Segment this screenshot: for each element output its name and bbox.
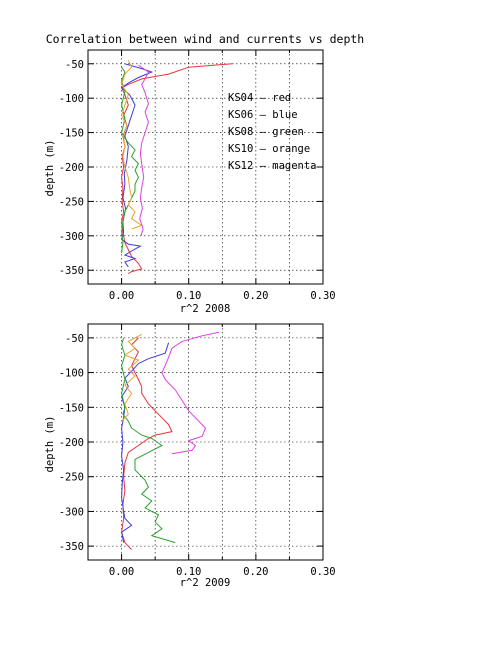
y-axis-label-bottom: depth (m) — [44, 416, 56, 473]
y-tick-label: -100 — [59, 93, 84, 105]
y-tick-label: -300 — [59, 506, 84, 518]
y-tick-label: -200 — [59, 437, 84, 449]
y-tick-label: -250 — [59, 196, 84, 208]
x-tick-label: 0.10 — [176, 290, 201, 302]
chart-title: Correlation between wind and currents vs… — [46, 32, 365, 46]
top-panel: 0.00 0.10 0.20 0.30 -50 -100 -150 -200 -250 -300 -… — [59, 49, 336, 302]
series-line-ks10 — [121, 60, 143, 230]
y-tick-label: -150 — [59, 128, 84, 140]
y-tick-label: -100 — [59, 368, 84, 380]
series-line-ks10 — [121, 333, 142, 422]
x-tick-label: 0.30 — [310, 290, 335, 302]
series-line-ks12 — [161, 331, 220, 455]
x-tick-label: 0.20 — [243, 290, 268, 302]
legend: KS04 – red KS06 – blue KS08 – green KS10… — [228, 92, 317, 172]
y-tick-label: -50 — [65, 59, 84, 71]
legend-entry-ks04: KS04 – red — [228, 92, 291, 104]
series-line-ks08 — [121, 66, 140, 254]
y-tick-label: -250 — [59, 472, 84, 484]
series-line-ks04 — [120, 63, 233, 275]
series-line-ks08 — [121, 337, 176, 544]
x-tick-label: 0.00 — [109, 566, 134, 578]
y-tick-label: -150 — [59, 402, 84, 414]
x-tick-label: 0.30 — [310, 566, 335, 578]
bottom-panel: 0.00 0.10 0.20 0.30 -50 -100 -150 -200 -250 -300 -… — [59, 323, 336, 578]
series-line-ks04 — [121, 337, 173, 550]
legend-entry-ks10: KS10 – orange — [228, 143, 310, 155]
y-tick-label: -50 — [65, 333, 84, 345]
x-tick-label: 0.20 — [243, 566, 268, 578]
legend-entry-ks12: KS12 – magenta — [228, 160, 317, 172]
y-tick-label: -300 — [59, 231, 84, 243]
y-tick-label: -350 — [59, 541, 84, 553]
legend-entry-ks06: KS06 – blue — [228, 109, 298, 121]
y-axis-label-top: depth (m) — [44, 140, 56, 197]
series-line-ks12 — [138, 64, 150, 236]
legend-entry-ks08: KS08 – green — [228, 126, 304, 138]
y-tick-label: -350 — [59, 265, 84, 277]
x-axis-label-bottom: r^2 2009 — [180, 577, 231, 589]
x-tick-label: 0.00 — [109, 290, 134, 302]
x-axis-label-top: r^2 2008 — [180, 303, 231, 315]
series-line-ks06 — [121, 342, 170, 543]
x-tick-label: 0.10 — [176, 566, 201, 578]
series-line-ks06 — [120, 63, 154, 268]
y-tick-label: -200 — [59, 162, 84, 174]
